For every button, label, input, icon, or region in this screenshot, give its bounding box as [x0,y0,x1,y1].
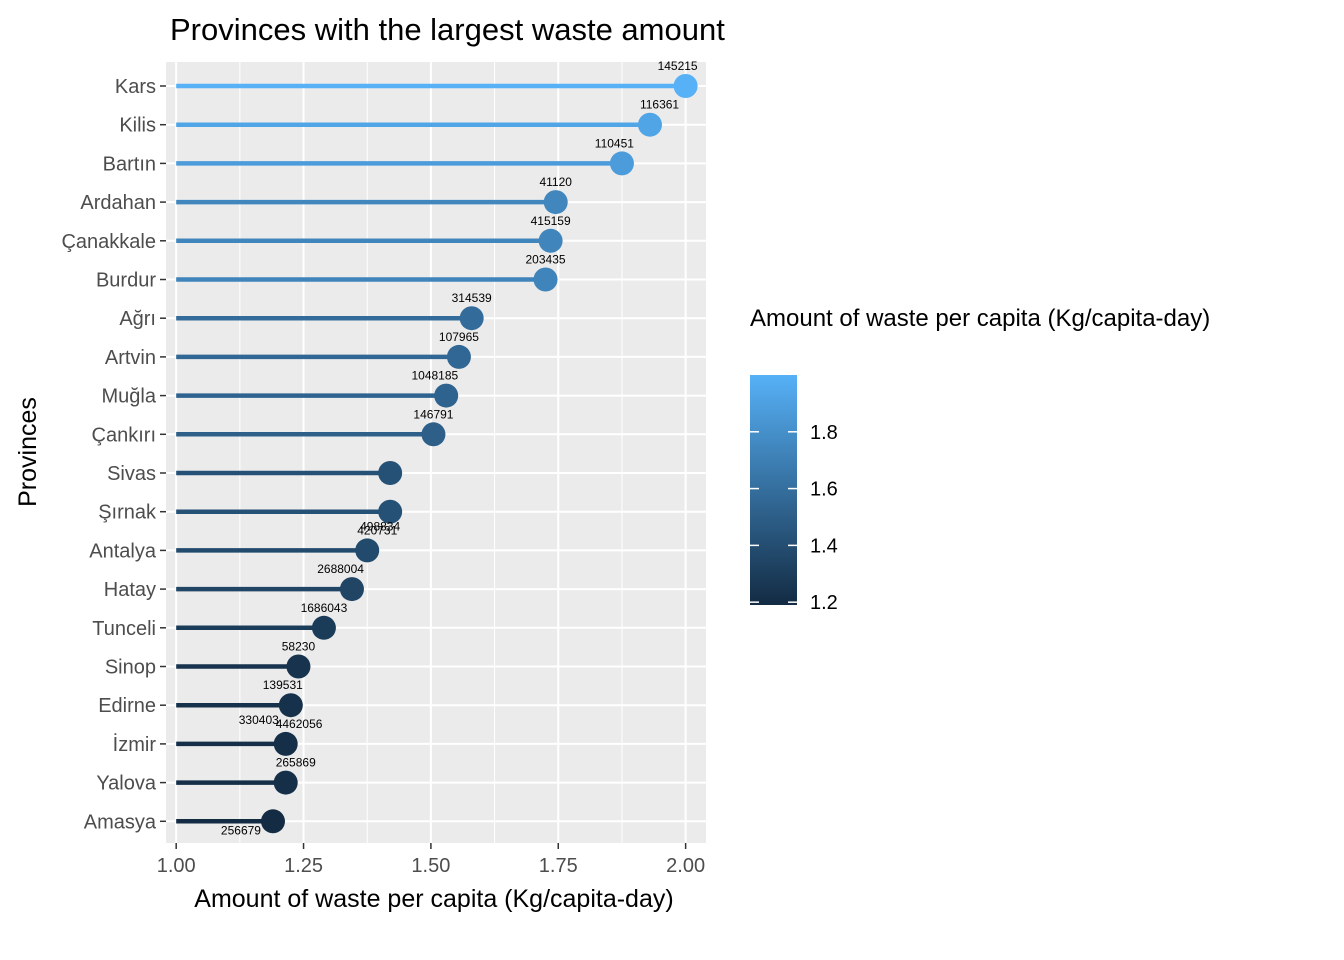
lollipop-point [286,654,311,679]
legend-tick-label: 1.2 [810,592,838,614]
lollipop-point [311,615,336,640]
data-label: 203435 [526,253,566,267]
data-label: 256679 [221,823,261,837]
y-tick-label: Amasya [84,811,157,833]
x-tick-label: 1.50 [411,855,450,877]
lollipop-point [273,770,298,795]
lollipop-point [260,809,285,834]
y-tick-label: Şırnak [98,502,157,524]
legend-tick-label: 1.8 [810,422,838,444]
x-tick-label: 2.00 [666,855,705,877]
lollipop-point [673,74,698,98]
data-label: 145215 [658,59,698,73]
y-tick-label: Kars [115,76,156,98]
y-tick-label: Muğla [102,386,157,408]
y-tick-label: Antalya [89,540,157,562]
x-tick-label: 1.00 [157,855,196,877]
x-tick-label: 1.75 [539,855,578,877]
legend-colorbar [750,375,797,605]
y-tick-label: Bartın [103,153,156,175]
y-tick-label: Çankırı [92,424,156,446]
lollipop-point [273,731,298,756]
legend-title: Amount of waste per capita (Kg/capita-da… [750,305,1210,332]
plot-panel [166,62,706,843]
y-tick-label: Ağrı [119,308,156,330]
y-tick-label: Çanakkale [61,231,156,253]
y-tick-label: Artvin [105,347,156,369]
data-label: 146791 [413,407,453,421]
y-tick-label: Hatay [104,579,156,601]
y-tick-label: Tunceli [92,618,156,640]
x-tick-label: 1.25 [284,855,323,877]
data-label: 139531 [263,678,303,692]
legend-tick-label: 1.4 [810,535,838,557]
data-label: 107965 [439,330,479,344]
lollipop-point [378,461,403,485]
data-label: 110451 [595,136,634,150]
lollipop-point [378,499,403,524]
lollipop-point [355,538,380,563]
data-label: 314539 [452,291,492,305]
legend-tick-label: 1.6 [810,479,838,501]
data-label: 41120 [539,175,572,189]
lollipop-point [459,306,484,331]
y-tick-label: Edirne [98,695,156,717]
lollipop-point [533,267,558,292]
data-label: 1686043 [301,601,348,615]
y-tick-label: Sivas [107,463,156,485]
lollipop-point [446,344,471,369]
y-tick-label: Yalova [96,773,157,795]
y-tick-label: İzmir [113,733,157,756]
x-axis-title: Amount of waste per capita (Kg/capita-da… [194,885,673,913]
color-legend: Amount of waste per capita (Kg/capita-da… [750,305,1210,614]
lollipop-point [609,151,634,176]
data-label: 4462056 [276,717,323,731]
data-label: 420731 [357,523,397,537]
data-label: 330403 [239,713,279,727]
data-label: 116361 [640,98,679,112]
lollipop-point [434,383,459,408]
lollipop-point [421,422,446,447]
data-label: 2688004 [317,562,364,576]
y-tick-label: Burdur [96,270,156,292]
lollipop-point [637,112,662,137]
lollipop-point [538,228,563,253]
lollipop-point [543,190,568,215]
data-label: 1048185 [411,369,458,383]
y-tick-label: Kilis [119,115,156,137]
y-axis-title: Provinces [14,397,42,507]
chart-title: Provinces with the largest waste amount [170,12,725,47]
data-label: 498834 [360,520,400,534]
lollipop-point [278,693,303,718]
y-tick-label: Sinop [105,657,156,679]
y-tick-label: Ardahan [80,192,156,214]
data-label: 58230 [282,640,316,654]
data-label: 415159 [531,214,571,228]
data-label: 265869 [276,756,316,770]
lollipop-point [339,577,364,602]
